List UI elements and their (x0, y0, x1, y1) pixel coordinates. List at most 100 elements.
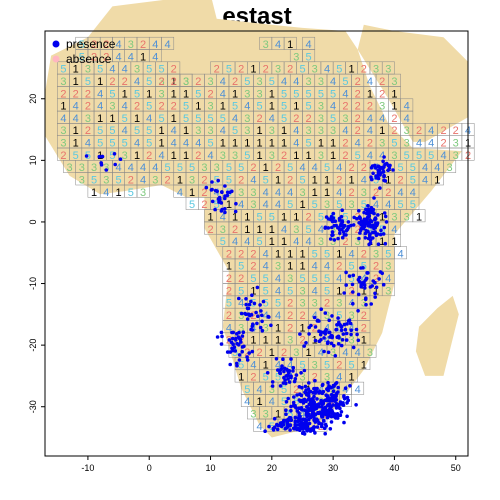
fold-cell-label: 5 (410, 175, 416, 187)
presence-point (334, 404, 339, 408)
presence-point (366, 211, 371, 215)
presence-point (304, 399, 308, 404)
fold-cell-label: 3 (189, 175, 195, 187)
presence-point (288, 423, 293, 428)
presence-point (286, 396, 291, 401)
presence-point (315, 386, 319, 391)
fold-cell-label: 2 (140, 39, 146, 51)
fold-cell-label: 5 (324, 285, 330, 297)
presence-point (286, 369, 290, 373)
presence-point (104, 168, 109, 172)
presence-point (323, 422, 328, 427)
fold-cell-label: 4 (171, 125, 177, 137)
fold-cell-label: 4 (367, 150, 373, 162)
presence-point (370, 284, 375, 288)
fold-cell-label: 3 (318, 113, 324, 125)
presence-point (250, 293, 254, 298)
presence-point (334, 327, 338, 332)
presence-point (363, 224, 367, 229)
presence-point (344, 270, 348, 275)
fold-cell-label: 4 (263, 310, 269, 322)
arabia-landmass (357, 24, 468, 142)
fold-cell-label: 4 (398, 248, 404, 260)
presence-point (362, 283, 367, 287)
fold-cell-label: 2 (342, 236, 348, 248)
fold-cell-label: 2 (226, 285, 232, 297)
presence-point (334, 381, 339, 385)
presence-point (340, 338, 345, 342)
fold-cell (271, 36, 285, 50)
fold-cell-label: 3 (183, 76, 189, 88)
fold-cell-label: 5 (244, 76, 250, 88)
presence-point (303, 384, 308, 389)
fold-cell-label: 3 (263, 39, 269, 51)
fold-cell-label: 1 (281, 236, 287, 248)
presence-point (329, 414, 334, 419)
fold-cell-label: 5 (385, 248, 391, 260)
fold-cell-label: 3 (318, 236, 324, 248)
fold-cell-label: 4 (312, 162, 318, 174)
presence-point (357, 236, 361, 241)
presence-point (343, 327, 348, 332)
fold-cell-label: 2 (385, 187, 391, 199)
presence-point (350, 282, 355, 287)
presence-point (312, 394, 316, 399)
fold-cell-label: 2 (281, 150, 287, 162)
fold-cell-label: 3 (134, 64, 140, 76)
presence-point (382, 178, 386, 183)
presence-point (302, 408, 307, 412)
presence-point (112, 152, 117, 156)
fold-cell-label: 4 (348, 322, 354, 334)
fold-cell-label: 3 (214, 162, 220, 174)
presence-point (220, 334, 224, 339)
fold-cell-label: 5 (134, 88, 140, 100)
presence-point (344, 228, 349, 233)
fold-cell-label: 2 (299, 310, 305, 322)
fold-cell-label: 4 (171, 138, 177, 150)
presence-point (335, 323, 339, 327)
presence-point (307, 332, 311, 336)
presence-point (274, 357, 279, 361)
fold-cell-label: 5 (97, 138, 103, 150)
presence-point (243, 311, 247, 316)
presence-point (342, 322, 347, 327)
fold-cell-label: 5 (189, 199, 195, 211)
presence-point (356, 277, 361, 282)
presence-point (346, 224, 351, 229)
presence-point (228, 350, 233, 354)
presence-point (233, 209, 238, 214)
fold-cell-label: 4 (422, 162, 428, 174)
presence-point (307, 325, 312, 330)
fold-cell-label: 2 (250, 162, 256, 174)
fold-cell-label: 5 (287, 162, 293, 174)
presence-point (371, 171, 375, 176)
fold-cell (443, 160, 457, 173)
fold-cell-label: 4 (220, 88, 226, 100)
presence-point (230, 330, 234, 335)
fold-cell-label: 3 (275, 64, 281, 76)
fold-cell-label: 3 (324, 199, 330, 211)
fold-cell-label: 1 (97, 113, 103, 125)
fold-cell-label: 1 (232, 88, 238, 100)
fold-cell-label: 4 (428, 125, 434, 137)
fold-cell-label: 2 (214, 64, 220, 76)
presence-point (321, 389, 326, 394)
fold-cell-label: 3 (348, 310, 354, 322)
fold-cell-label: 4 (404, 113, 410, 125)
fold-cell-label: 5 (165, 162, 171, 174)
presence-point (223, 184, 227, 188)
presence-point (219, 330, 224, 335)
fold-cell-label: 5 (146, 76, 152, 88)
presence-point (344, 331, 349, 336)
presence-point (383, 241, 388, 246)
presence-point (340, 235, 345, 240)
fold-cell-label: 1 (195, 101, 201, 113)
presence-point (296, 419, 300, 424)
fold-cell-label: 4 (299, 162, 305, 174)
fold-cell-label: 4 (336, 273, 342, 285)
fold-cell-label: 1 (361, 359, 367, 371)
presence-point (218, 200, 222, 204)
presence-point (341, 401, 345, 405)
fold-cell-label: 2 (287, 64, 293, 76)
fold-cell-label: 2 (342, 150, 348, 162)
